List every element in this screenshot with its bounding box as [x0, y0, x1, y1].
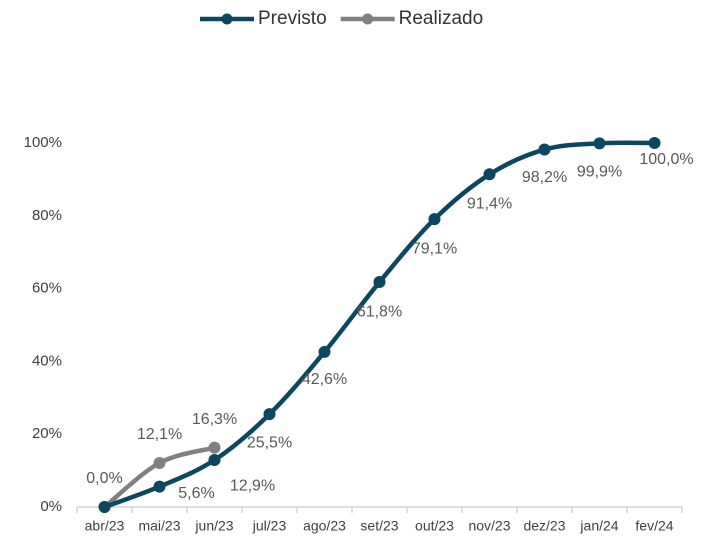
x-tick-label: ago/23 [303, 518, 346, 534]
x-tick-label: abr/23 [85, 518, 125, 534]
data-label: 98,2% [522, 169, 567, 186]
x-tick-label: nov/23 [468, 518, 510, 534]
data-point [318, 345, 331, 358]
data-point [208, 454, 221, 467]
y-tick-label: 20% [32, 425, 62, 442]
data-point [593, 137, 606, 150]
data-point [538, 143, 551, 156]
x-tick-label: mai/23 [138, 518, 180, 534]
y-tick-label: 80% [32, 207, 62, 224]
x-tick-label: set/23 [360, 518, 398, 534]
data-label: 5,6% [178, 485, 214, 502]
legend-label: Previsto [258, 8, 327, 29]
x-tick-label: jun/23 [194, 518, 233, 534]
data-point [98, 501, 111, 513]
data-point [648, 137, 661, 149]
legend-marker [221, 13, 233, 25]
data-point [208, 441, 221, 454]
y-tick-label: 40% [32, 352, 62, 369]
data-label: 42,6% [302, 371, 347, 388]
legend-marker [362, 13, 374, 25]
data-point [263, 408, 276, 421]
y-tick-label: 0% [40, 498, 62, 515]
data-label: 25,5% [247, 434, 292, 451]
data-point [153, 480, 166, 493]
legend-label: Realizado [399, 8, 484, 29]
x-tick-label: jan/24 [579, 518, 618, 534]
y-tick-label: 60% [32, 280, 62, 297]
data-label: 0,0% [86, 470, 122, 487]
data-point [428, 213, 441, 226]
data-label: 100,0% [639, 151, 693, 168]
data-label: 99,9% [577, 164, 622, 181]
x-tick-label: fev/24 [635, 518, 673, 534]
data-label: 12,1% [137, 426, 182, 443]
data-label: 12,9% [230, 477, 275, 494]
x-tick-label: out/23 [415, 518, 454, 534]
x-tick-label: dez/23 [523, 518, 565, 534]
data-label: 79,1% [412, 240, 457, 257]
data-point [483, 168, 496, 181]
data-label: 61,8% [357, 303, 402, 320]
y-tick-label: 100% [24, 134, 62, 151]
data-label: 91,4% [467, 196, 512, 213]
x-tick-label: jul/23 [252, 518, 287, 534]
data-point [153, 456, 166, 469]
data-label: 16,3% [192, 411, 237, 428]
data-point [373, 276, 386, 289]
